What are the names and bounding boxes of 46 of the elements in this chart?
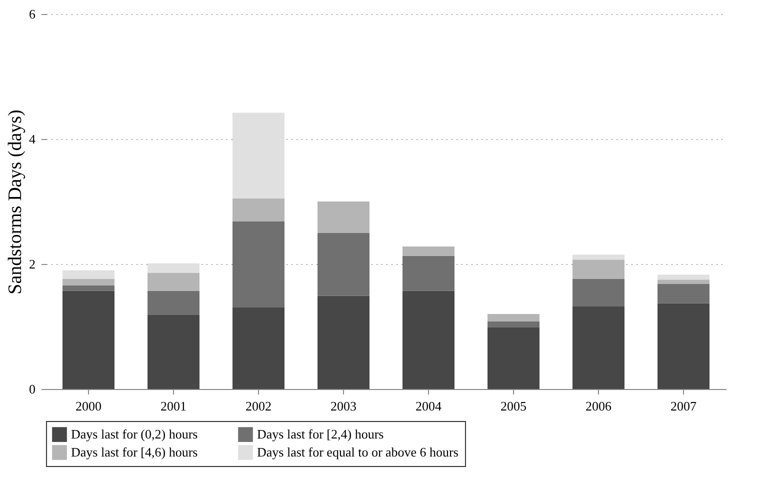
bar — [318, 232, 370, 296]
y-tick-label: 2 — [29, 256, 36, 272]
bar — [658, 280, 710, 284]
x-tick-label: 2007 — [670, 398, 697, 414]
bar — [572, 254, 624, 260]
bar — [148, 314, 200, 389]
bar — [402, 246, 454, 256]
y-tick-label: 0 — [29, 382, 36, 396]
bar — [318, 202, 370, 233]
bar — [402, 256, 454, 291]
bar — [148, 290, 200, 315]
legend-label: Days last for [2,4) hours — [257, 426, 384, 442]
bar — [62, 279, 114, 286]
bar — [488, 327, 540, 389]
legend-label: Days last for equal to or above 6 hours — [257, 444, 458, 460]
bar — [62, 290, 114, 389]
bar — [658, 284, 710, 304]
x-tick-label: 2003 — [330, 398, 356, 414]
y-tick-label: 4 — [29, 132, 36, 146]
bar — [232, 222, 284, 308]
x-tick-label: 2004 — [416, 398, 442, 414]
bar — [62, 270, 114, 279]
bar — [572, 260, 624, 279]
bar — [658, 274, 710, 280]
x-tick-label: 2000 — [76, 398, 102, 414]
bar — [658, 303, 710, 389]
bar — [232, 307, 284, 389]
y-axis-title: Sandstorms Days (days) — [5, 110, 26, 294]
bar — [572, 279, 624, 306]
bar — [572, 306, 624, 389]
x-tick-label: 2005 — [500, 398, 526, 414]
bar — [62, 285, 114, 291]
x-tick-label: 2006 — [586, 398, 612, 414]
x-tick-label: 2002 — [246, 398, 272, 414]
bar — [148, 263, 200, 273]
bar — [318, 296, 370, 389]
bar — [232, 198, 284, 222]
bar — [148, 272, 200, 291]
legend-label: Days last for [4,6) hours — [71, 444, 198, 460]
x-tick-label: 2001 — [160, 398, 186, 414]
bar — [232, 112, 284, 198]
bar — [488, 322, 540, 328]
bar — [488, 314, 540, 322]
bar — [402, 290, 454, 389]
legend-label: Days last for (0,2) hours — [71, 426, 198, 442]
y-tick-label: 6 — [29, 6, 36, 22]
